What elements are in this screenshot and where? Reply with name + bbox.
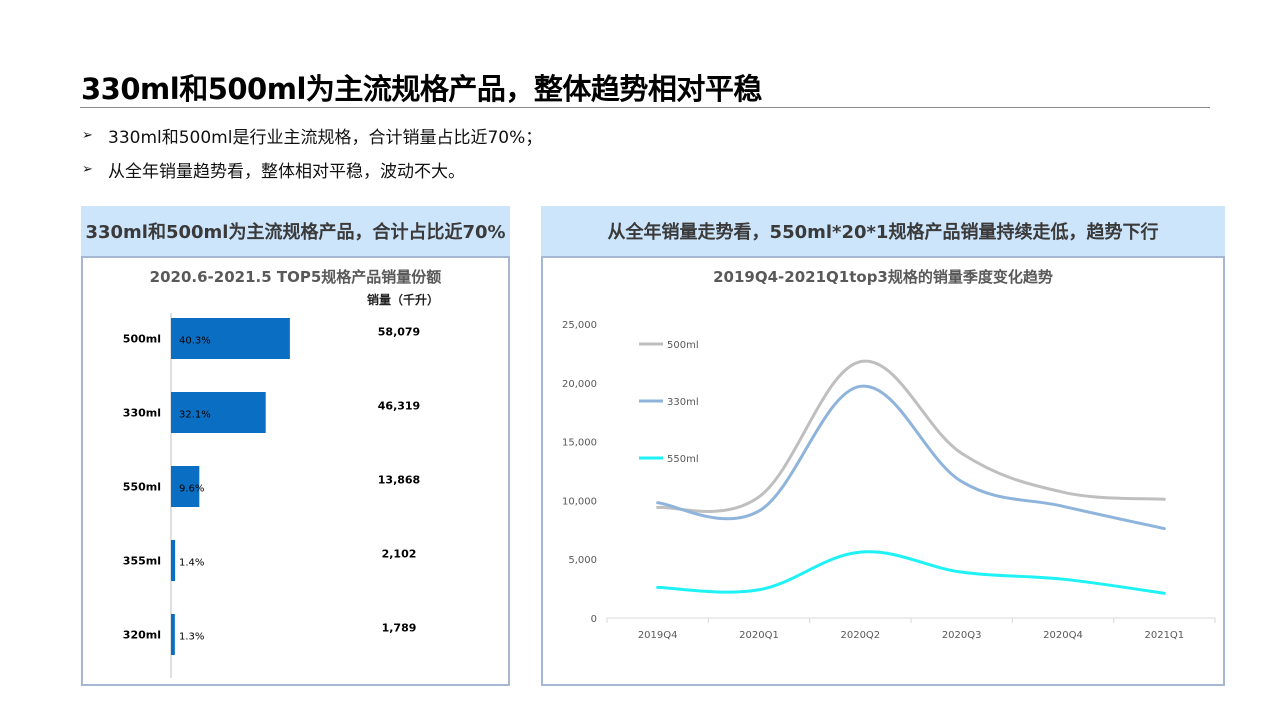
line-chart-title: 2019Q4-2021Q1top3规格的销量季度变化趋势: [713, 268, 1053, 286]
bar-volume-label: 1,789: [382, 622, 417, 635]
bar-volume-label: 2,102: [382, 548, 417, 561]
y-tick-label: 5,000: [568, 555, 597, 566]
line-chart: 2019Q4 2020Q1 2020Q2 2020Q3 2020Q4 2021Q1 0 5,0…: [562, 320, 1216, 641]
bar-volume-label: 13,868: [378, 474, 420, 487]
bar-share-label: 1.3%: [179, 632, 204, 643]
title-divider: [80, 107, 1210, 108]
x-tick-label: 2020Q3: [942, 630, 982, 641]
bar-550ml: [171, 466, 200, 507]
bullet-item-2: ➢ 从全年销量趋势看，整体相对平稳，波动不大。: [82, 157, 465, 182]
left-panel-header-text: 330ml和500ml为主流规格产品，合计占比近70%: [85, 222, 506, 243]
bullet-text-2: 从全年销量趋势看，整体相对平稳，波动不大。: [108, 162, 465, 182]
bar-category-label: 550ml: [123, 481, 161, 494]
line-series-550ml: [656, 550, 1166, 595]
legend-label-550ml: 550ml: [667, 454, 699, 465]
right-chart-panel: 2019Q4-2021Q1top3规格的销量季度变化趋势 2019Q4 2020Q…: [541, 256, 1225, 686]
x-tick-label: 2020Q4: [1043, 630, 1083, 641]
y-tick-label: 20,000: [562, 379, 597, 390]
bar-category-label: 355ml: [123, 555, 161, 568]
y-tick-label: 10,000: [562, 496, 597, 507]
right-panel-header-text: 从全年销量走势看，550ml*20*1规格产品销量持续走低，趋势下行: [607, 222, 1159, 243]
bar-chart-title: 2020.6-2021.5 TOP5规格产品销量份额: [149, 268, 442, 286]
bar-category-label: 320ml: [123, 629, 161, 642]
bar-320ml: [171, 614, 175, 655]
left-chart-panel: 2020.6-2021.5 TOP5规格产品销量份额 销量（千升） 500ml 40…: [81, 256, 510, 686]
bar-share-label: 32.1%: [179, 410, 211, 421]
left-panel-header: 330ml和500ml为主流规格产品，合计占比近70%: [81, 206, 510, 256]
arrow-bullet-icon: ➢: [82, 162, 93, 177]
bar-500ml: [171, 318, 290, 359]
bullet-text-1: 330ml和500ml是行业主流规格，合计销量占比近70%；: [108, 128, 543, 148]
bar-355ml: [171, 540, 176, 581]
bar-share-label: 40.3%: [179, 336, 211, 347]
volume-column-header: 销量（千升）: [367, 292, 439, 307]
arrow-bullet-icon: ➢: [82, 128, 93, 143]
legend-label-500ml: 500ml: [667, 340, 699, 351]
bar-volume-label: 46,319: [378, 400, 420, 413]
y-tick-label: 15,000: [562, 438, 597, 449]
x-tick-label: 2021Q1: [1144, 630, 1184, 641]
page-title: 330ml和500ml为主流规格产品，整体趋势相对平稳: [81, 72, 762, 106]
bar-category-label: 330ml: [123, 407, 161, 420]
y-tick-label: 0: [591, 614, 597, 625]
bullet-item-1: ➢ 330ml和500ml是行业主流规格，合计销量占比近70%；: [82, 123, 542, 148]
line-series-330ml: [656, 384, 1166, 531]
x-tick-label: 2020Q2: [840, 630, 880, 641]
bar-chart: 销量（千升） 500ml 40.3% 58,079 330ml 32.1% 46,319 55…: [123, 292, 439, 678]
right-panel-header: 从全年销量走势看，550ml*20*1规格产品销量持续走低，趋势下行: [541, 206, 1225, 256]
bar-share-label: 9.6%: [179, 484, 204, 495]
bar-volume-label: 58,079: [378, 326, 420, 339]
legend-label-330ml: 330ml: [667, 397, 699, 408]
bar-category-label: 500ml: [123, 333, 161, 346]
bar-330ml: [171, 392, 266, 433]
y-tick-label: 25,000: [562, 320, 597, 331]
bar-share-label: 1.4%: [179, 558, 204, 569]
line-series-500ml: [656, 359, 1166, 513]
x-tick-label: 2019Q4: [638, 630, 678, 641]
x-tick-label: 2020Q1: [739, 630, 779, 641]
